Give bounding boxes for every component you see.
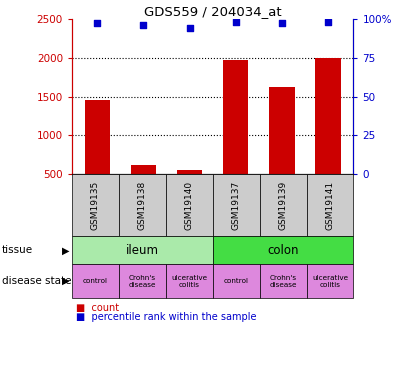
Text: ulcerative
colitis: ulcerative colitis [171,275,207,288]
Bar [85,100,110,174]
Text: GSM19138: GSM19138 [138,181,147,230]
Title: GDS559 / 204034_at: GDS559 / 204034_at [144,4,282,18]
Text: Crohn's
disease: Crohn's disease [129,275,156,288]
Text: ■  percentile rank within the sample: ■ percentile rank within the sample [76,312,256,322]
Text: GSM19135: GSM19135 [91,181,100,230]
Text: GSM19141: GSM19141 [326,181,335,230]
Text: ▶: ▶ [62,276,69,286]
Text: GSM19140: GSM19140 [185,181,194,230]
Bar [269,87,295,174]
Point [186,25,193,31]
Point [140,22,147,28]
Point [94,20,101,26]
Text: colon: colon [267,244,299,257]
Bar [177,170,202,174]
Point [233,19,239,25]
Point [325,19,331,25]
Bar [223,60,249,174]
Text: Crohn's
disease: Crohn's disease [269,275,297,288]
Bar [315,58,341,174]
Text: disease state: disease state [2,276,72,286]
Text: GSM19137: GSM19137 [232,181,241,230]
Text: control: control [224,278,249,284]
Bar [131,165,156,174]
Point [279,20,285,26]
Text: ileum: ileum [126,244,159,257]
Text: ▶: ▶ [62,245,69,255]
Text: GSM19139: GSM19139 [279,181,288,230]
Text: control: control [83,278,108,284]
Text: ulcerative
colitis: ulcerative colitis [312,275,348,288]
Text: tissue: tissue [2,245,33,255]
Text: ■  count: ■ count [76,303,119,313]
